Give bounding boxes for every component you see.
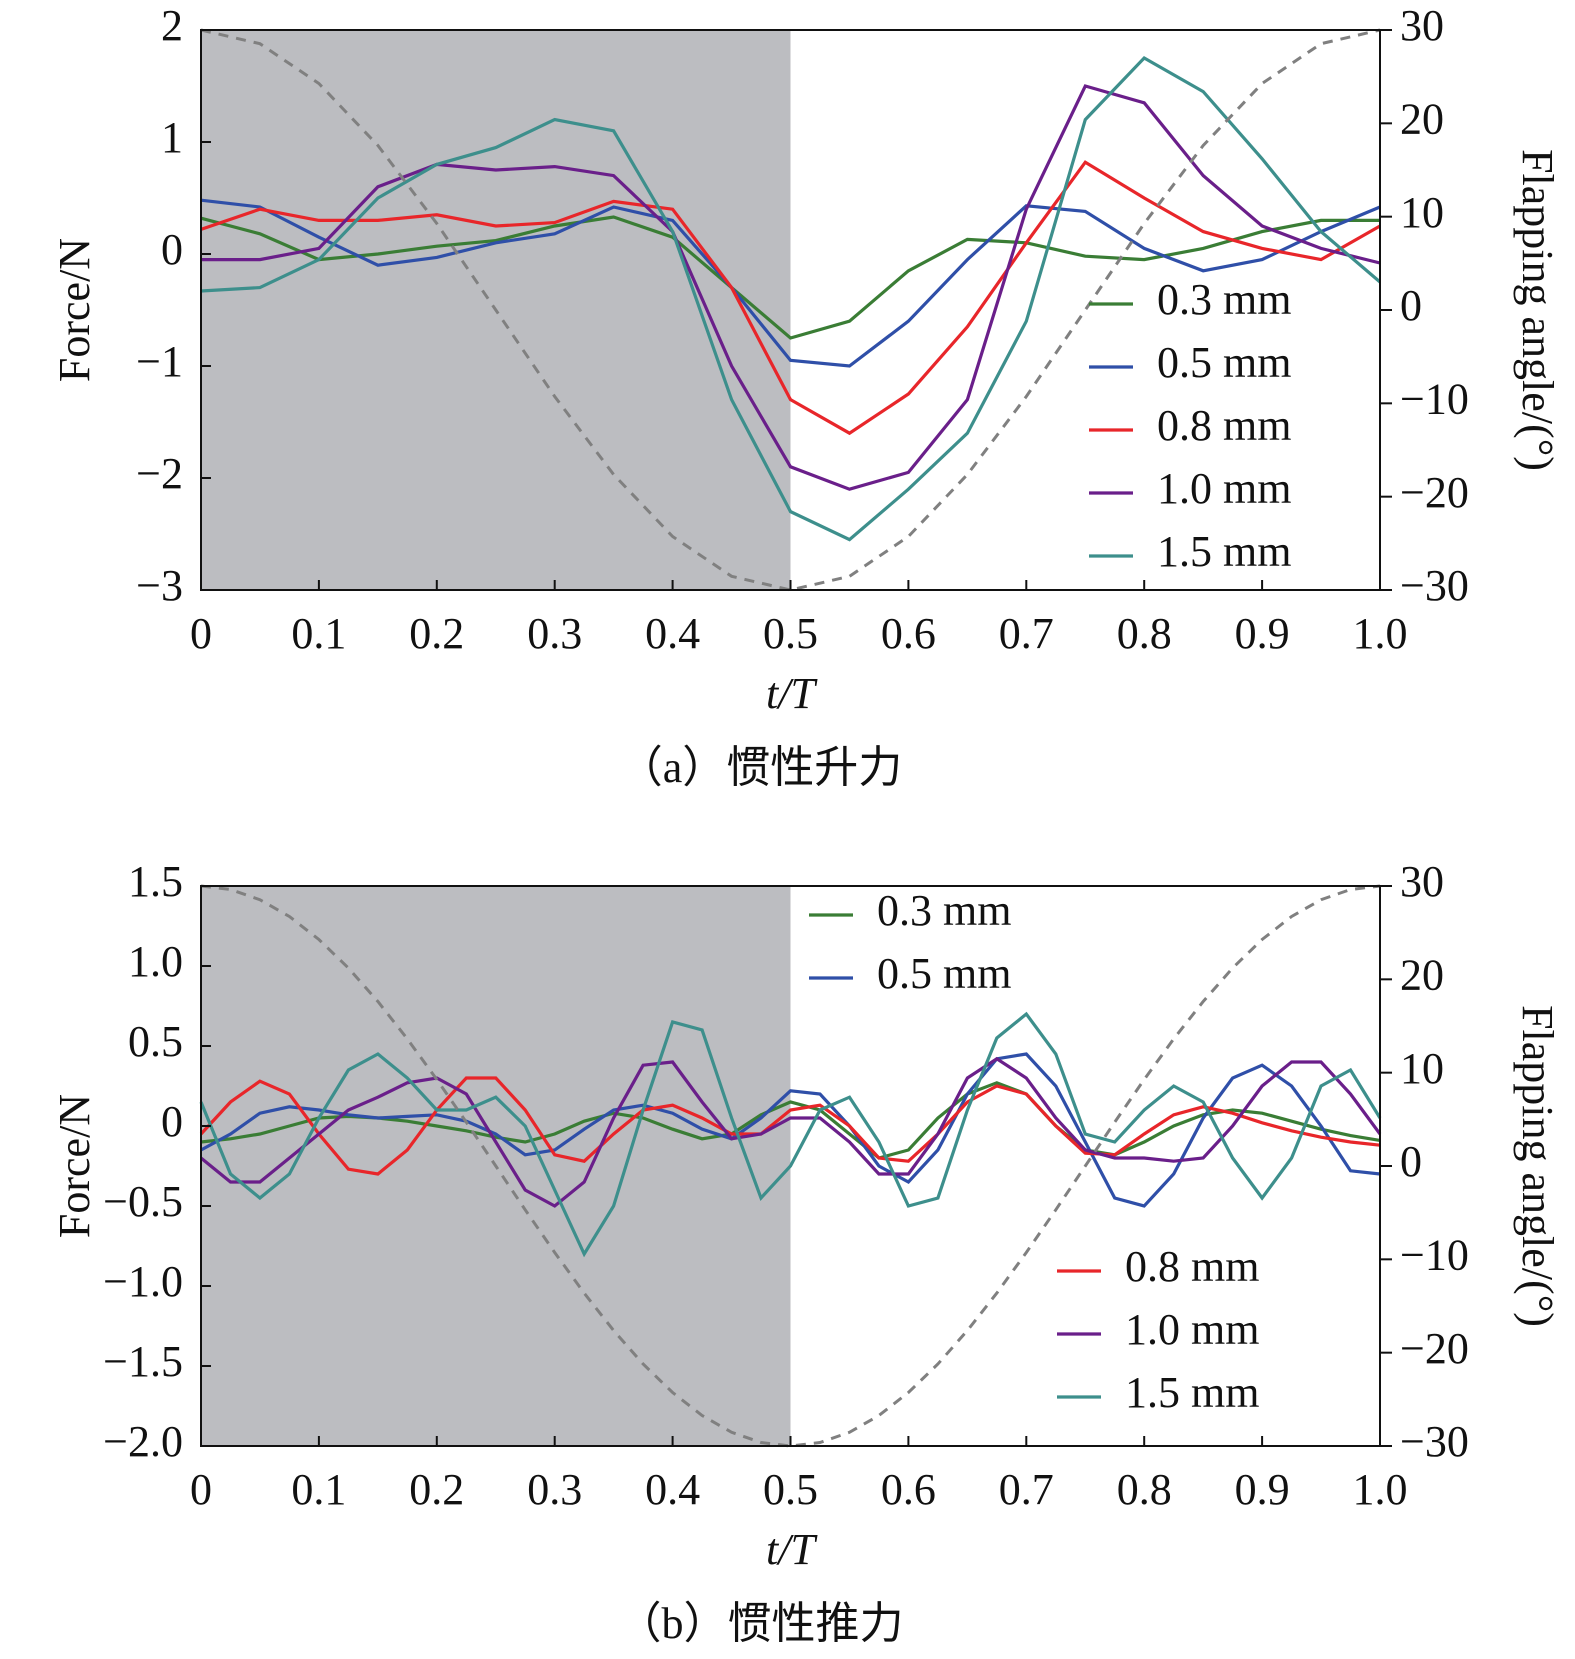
series-line — [199, 1056, 1382, 1208]
y-tick-label: 1 — [161, 113, 183, 162]
legend-label: 1.5 mm — [1157, 527, 1291, 576]
y2-tick-label: −10 — [1400, 1230, 1469, 1279]
x-tick-label: 0.7 — [999, 609, 1054, 658]
y2-tick-label: 0 — [1400, 281, 1422, 330]
angle-line — [200, 28, 1381, 592]
series-line — [200, 55, 1382, 542]
y-axis-label: Force/N — [50, 1094, 99, 1238]
legend-label: 0.5 mm — [877, 949, 1011, 998]
x-tick-label: 0.5 — [763, 609, 818, 658]
y2-tick-label: 30 — [1400, 1, 1444, 50]
y2-tick-label: −20 — [1400, 1324, 1469, 1373]
series-line — [199, 1011, 1382, 1258]
x-axis-label: t/T — [766, 669, 818, 718]
y2-tick-label: 10 — [1400, 188, 1444, 237]
series-line — [200, 198, 1381, 368]
y-tick-label: 1.5 — [128, 857, 183, 906]
x-tick-label: 0.6 — [881, 609, 936, 658]
caption: （a）惯性升力 — [619, 743, 903, 792]
x-tick-label: 0.1 — [291, 609, 346, 658]
y2-tick-label: −20 — [1400, 468, 1469, 517]
y2-tick-label: 10 — [1400, 1044, 1444, 1093]
y-tick-label: −1.5 — [103, 1337, 183, 1386]
y-tick-label: 0.5 — [128, 1017, 183, 1066]
x-tick-label: 1.0 — [1353, 1465, 1408, 1514]
legend-label: 1.0 mm — [1157, 464, 1291, 513]
x-tick-label: 0.4 — [645, 609, 700, 658]
series-line — [200, 160, 1381, 436]
legend-label: 0.3 mm — [877, 886, 1011, 935]
y2-tick-label: 20 — [1400, 950, 1444, 999]
y-tick-label: 0 — [161, 1097, 183, 1146]
x-tick-label: 0.1 — [291, 1465, 346, 1514]
legend-label: 1.5 mm — [1125, 1368, 1259, 1417]
y2-tick-label: −30 — [1400, 561, 1469, 610]
y-tick-label: −2.0 — [103, 1417, 183, 1466]
y-tick-label: −2 — [136, 449, 183, 498]
y2-tick-label: 0 — [1400, 1137, 1422, 1186]
caption: （b）惯性推力 — [618, 1599, 904, 1648]
x-tick-label: 0.4 — [645, 1465, 700, 1514]
legend-label: 0.8 mm — [1157, 401, 1291, 450]
x-tick-label: 0.2 — [409, 1465, 464, 1514]
x-tick-label: 0.6 — [881, 1465, 936, 1514]
y-tick-label: −0.5 — [103, 1177, 183, 1226]
series-line — [199, 1076, 1381, 1176]
legend-label: 0.3 mm — [1157, 275, 1291, 324]
y-axis-label: Force/N — [50, 238, 99, 382]
x-tick-label: 1.0 — [1353, 609, 1408, 658]
y-tick-label: 1.0 — [128, 937, 183, 986]
x-tick-label: 0.7 — [999, 1465, 1054, 1514]
y2-tick-label: 30 — [1400, 857, 1444, 906]
legend-label: 1.0 mm — [1125, 1305, 1259, 1354]
y2-tick-label: −30 — [1400, 1417, 1469, 1466]
series-line — [200, 1052, 1381, 1208]
x-tick-label: 0.8 — [1117, 1465, 1172, 1514]
x-tick-label: 0.9 — [1235, 1465, 1290, 1514]
x-tick-label: 0.9 — [1235, 609, 1290, 658]
y2-tick-label: 20 — [1400, 94, 1444, 143]
legend-label: 0.5 mm — [1157, 338, 1291, 387]
y-tick-label: 0 — [161, 225, 183, 274]
x-tick-label: 0 — [190, 609, 212, 658]
x-tick-label: 0.3 — [527, 609, 582, 658]
y2-axis-label: Flapping angle/(°) — [1513, 1005, 1562, 1327]
x-tick-label: 0.8 — [1117, 609, 1172, 658]
series-line — [200, 1081, 1381, 1160]
x-tick-label: 0 — [190, 1465, 212, 1514]
y2-tick-label: −10 — [1400, 374, 1469, 423]
series-line — [200, 215, 1380, 340]
legend-label: 0.8 mm — [1125, 1242, 1259, 1291]
x-tick-label: 0.5 — [763, 1465, 818, 1514]
y-tick-label: −1.0 — [103, 1257, 183, 1306]
y-tick-label: −3 — [136, 561, 183, 610]
x-tick-label: 0.3 — [527, 1465, 582, 1514]
x-axis-label: t/T — [766, 1525, 818, 1574]
x-tick-label: 0.2 — [409, 609, 464, 658]
series-line — [201, 84, 1381, 491]
y2-axis-label: Flapping angle/(°) — [1513, 149, 1562, 471]
y-tick-label: −1 — [136, 337, 183, 386]
angle-line — [200, 884, 1381, 1448]
y-tick-label: 2 — [161, 1, 183, 50]
